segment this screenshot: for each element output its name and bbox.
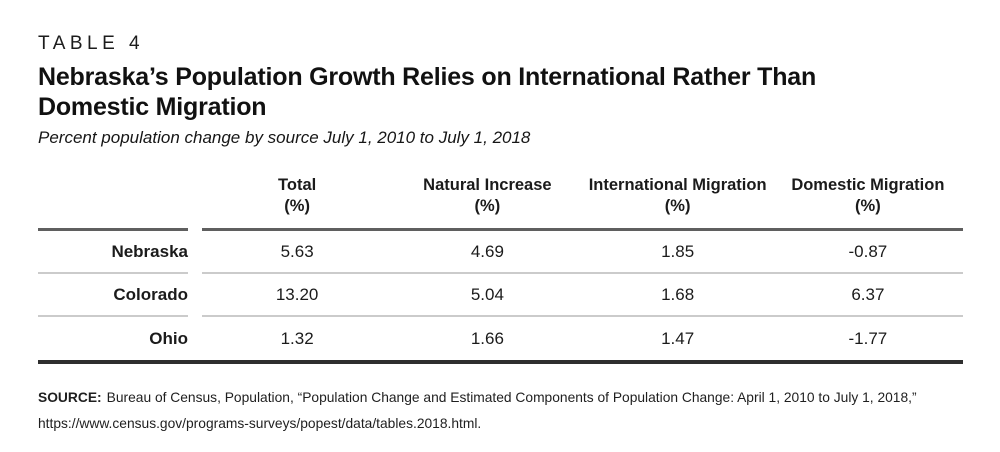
- cell-value: 4.69: [470, 241, 504, 261]
- cell-value: 1.85: [661, 241, 695, 261]
- figure-subtitle: Percent population change by source July…: [38, 128, 531, 147]
- table-row-colorado: Colorado 13.20 5.04 1.68 6.37: [38, 274, 963, 317]
- source-label: SOURCE:: [38, 390, 102, 405]
- cell-value: 1.32: [280, 328, 314, 348]
- cell-value: 13.20: [275, 284, 319, 304]
- table-bottom-rule: [38, 360, 963, 364]
- row-label: Colorado: [38, 274, 188, 317]
- column-header-international-migration: International Migration (%): [588, 176, 767, 215]
- figure-title-line-1: Nebraska’s Population Growth Relies on I…: [38, 63, 817, 91]
- table-number-label: TABLE 4: [38, 33, 145, 54]
- row-label: Nebraska: [38, 231, 188, 274]
- column-header-natural-increase: Natural Increase (%): [423, 176, 552, 215]
- source-text: Bureau of Census, Population, “Populatio…: [38, 390, 917, 431]
- table-figure: TABLE 4 Nebraska’s Population Growth Rel…: [38, 33, 963, 437]
- cell-value: 1.66: [470, 328, 504, 348]
- column-gap: [188, 175, 202, 231]
- cell-value: 1.47: [661, 328, 695, 348]
- table-header-row: Total (%) Natural Increase (%) Internati…: [38, 175, 963, 231]
- header-cells: Total (%) Natural Increase (%) Internati…: [202, 175, 963, 231]
- cell-value: -0.87: [848, 241, 888, 261]
- source-note: SOURCE: Bureau of Census, Population, “Po…: [38, 385, 963, 437]
- column-gap: [188, 274, 202, 317]
- column-gap: [188, 231, 202, 274]
- cell-value: 6.37: [851, 284, 885, 304]
- row-label: Ohio: [149, 328, 188, 348]
- header-row-label-spacer: [38, 175, 188, 231]
- table-row-ohio: Ohio 1.32 1.66 1.47 -1.77: [38, 317, 963, 360]
- cell-value: -1.77: [848, 328, 888, 348]
- data-table: Total (%) Natural Increase (%) Internati…: [38, 175, 963, 364]
- figure-title-line-2: Domestic Migration: [38, 93, 267, 121]
- column-header-domestic-migration: Domestic Migration (%): [791, 176, 945, 215]
- column-gap: [188, 317, 202, 360]
- cell-value: 5.04: [470, 284, 504, 304]
- table-row-nebraska: Nebraska 5.63 4.69 1.85 -0.87: [38, 231, 963, 274]
- figure-title: Nebraska’s Population Growth Relies on I…: [38, 62, 963, 122]
- cell-value: 1.68: [661, 284, 695, 304]
- column-header-total: Total (%): [278, 176, 317, 215]
- cell-value: 5.63: [280, 241, 314, 261]
